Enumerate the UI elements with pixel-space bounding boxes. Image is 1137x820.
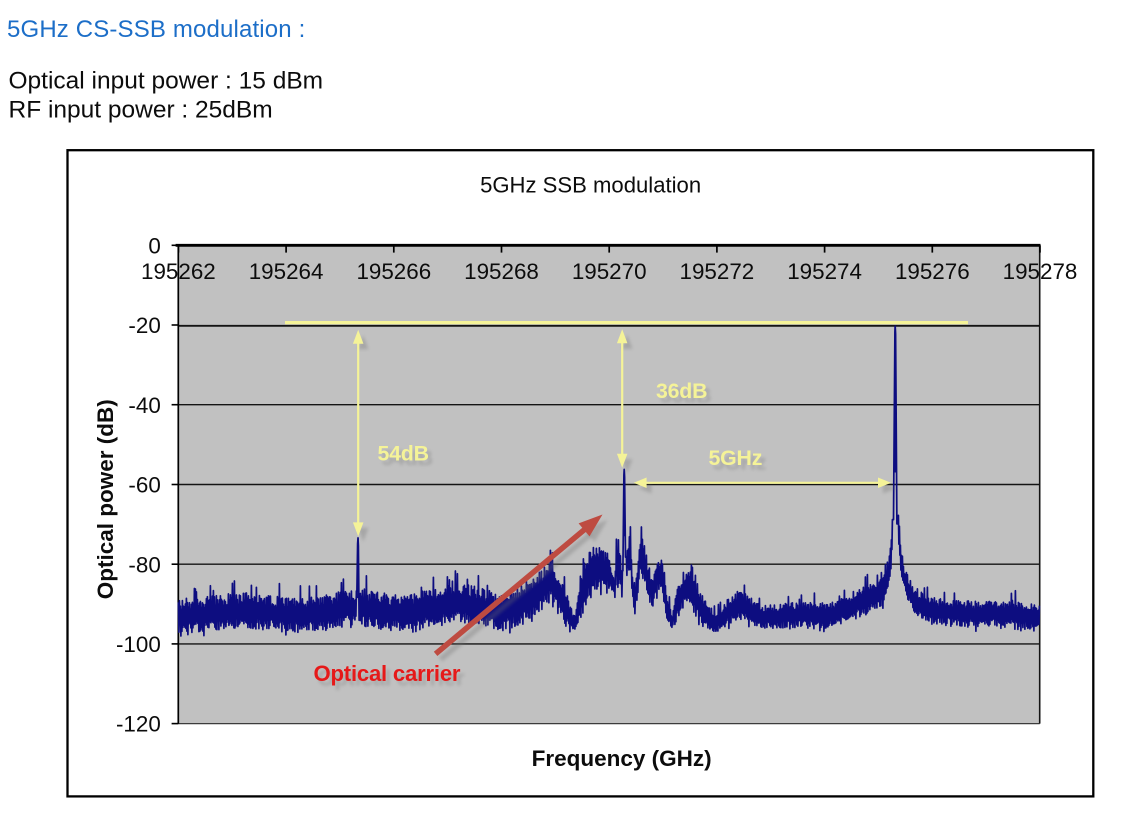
svg-text:36dB: 36dB [656,379,707,403]
svg-text:54dB: 54dB [382,446,433,470]
svg-text:-100: -100 [116,632,161,657]
svg-text:Optical carrier: Optical carrier [314,661,461,686]
svg-text:195262: 195262 [141,259,216,284]
svg-text:36dB: 36dB [660,384,711,408]
svg-text:5GHz: 5GHz [709,446,763,470]
svg-text:195272: 195272 [680,259,755,284]
svg-text:Optical carrier: Optical carrier [318,666,465,691]
svg-text:195268: 195268 [464,259,539,284]
svg-text:195264: 195264 [249,259,324,284]
svg-text:-60: -60 [128,473,160,498]
svg-text:-40: -40 [128,393,160,418]
svg-text:-120: -120 [116,712,161,737]
svg-text:195270: 195270 [572,259,647,284]
svg-text:Frequency (GHz): Frequency (GHz) [532,746,712,771]
svg-text:RF input power : 25dBm: RF input power : 25dBm [9,96,273,123]
svg-text:Optical power (dB): Optical power (dB) [93,399,118,599]
svg-text:5GHz: 5GHz [713,451,767,475]
svg-text:5GHz CS-SSB modulation :: 5GHz CS-SSB modulation : [7,16,305,43]
svg-text:-20: -20 [128,313,160,338]
svg-text:0: 0 [148,233,160,258]
svg-text:Optical input power : 15 dBm: Optical input power : 15 dBm [9,68,324,95]
svg-text:5GHz SSB modulation: 5GHz SSB modulation [480,172,701,197]
svg-text:54dB: 54dB [378,442,429,466]
svg-text:-80: -80 [128,552,160,577]
svg-text:195266: 195266 [356,259,431,284]
svg-text:195276: 195276 [895,259,970,284]
svg-text:195278: 195278 [1003,259,1078,284]
svg-text:195274: 195274 [787,259,862,284]
